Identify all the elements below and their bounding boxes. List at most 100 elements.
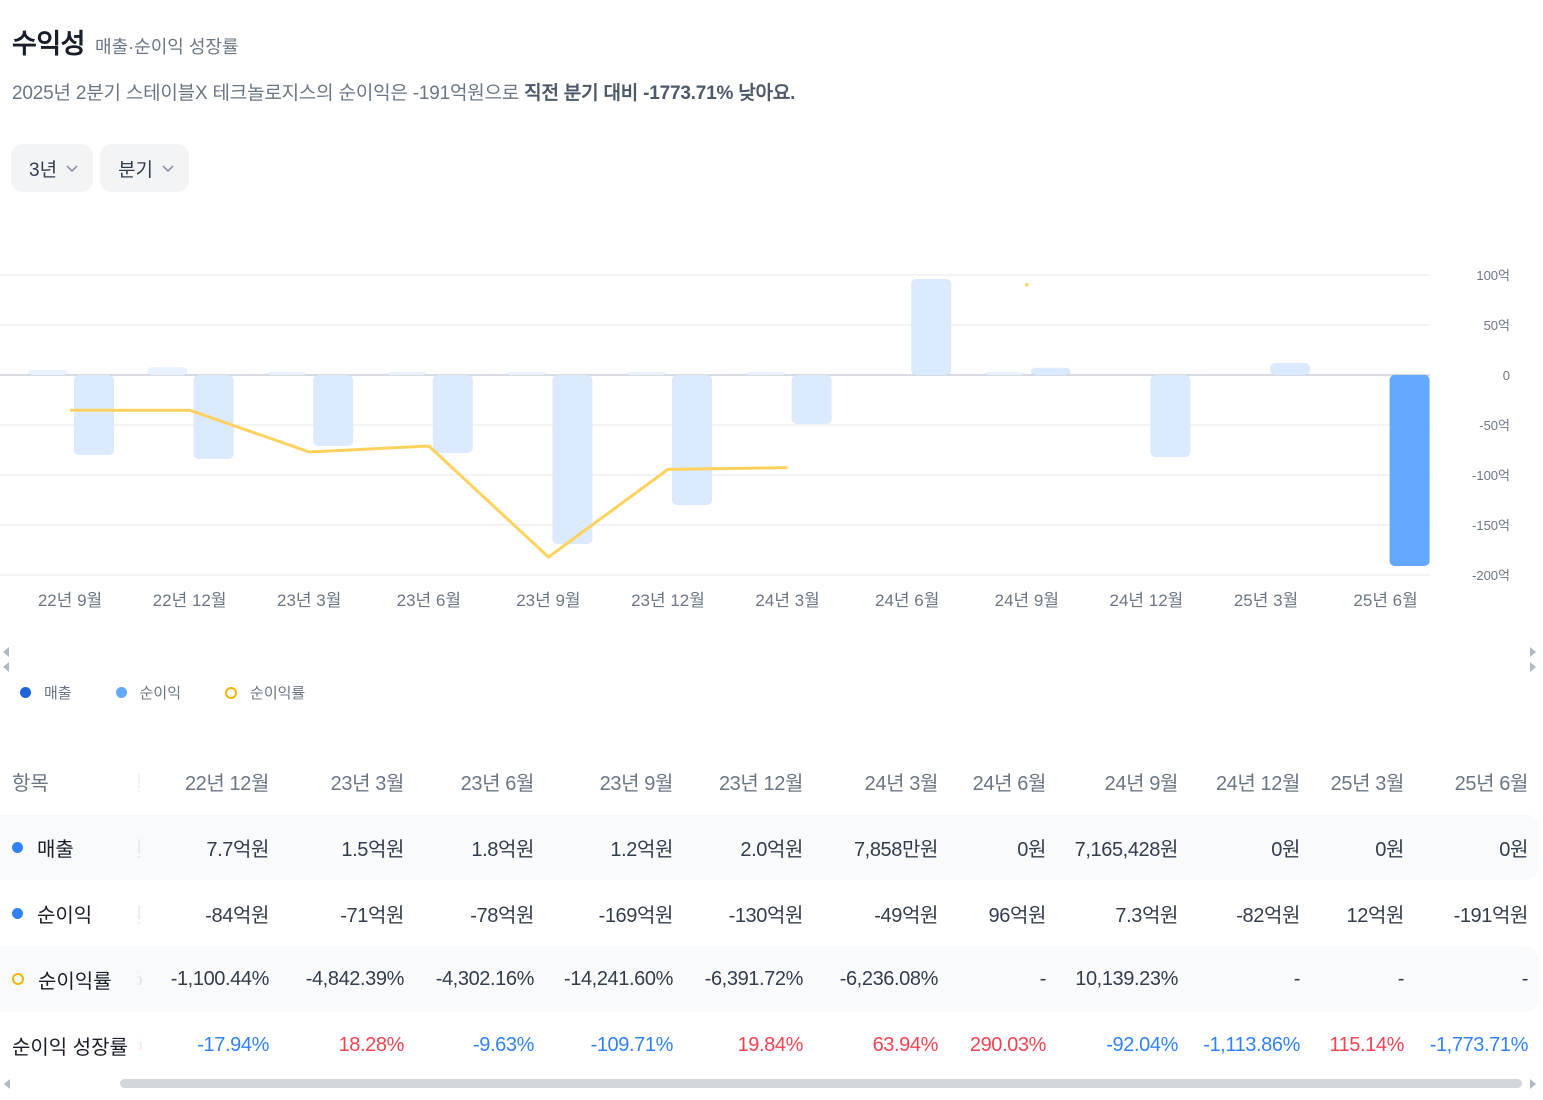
summary-text: 2025년 2분기 스테이블X 테크놀로지스의 순이익은 -191억원으로 직전…: [12, 78, 795, 105]
revenue-bar: [984, 372, 1025, 375]
table-cell: 0원: [1271, 838, 1300, 861]
column-header: 23년 6월: [460, 772, 535, 795]
table-cell: 290.03%: [969, 1033, 1047, 1056]
revenue-bar: [28, 370, 68, 375]
x-tick-label: 22년 12월: [153, 591, 227, 610]
table-cell: 7,858만원: [853, 838, 938, 861]
column-header: 23년 3월: [330, 772, 405, 795]
table-cell: 18.28%: [338, 1033, 405, 1056]
table-cell: 1.5억원: [341, 838, 404, 861]
chevron-down-icon: [66, 165, 78, 173]
column-header: 25년 6월: [1454, 772, 1529, 795]
revenue-bar: [626, 372, 666, 375]
table-cell: -4,302.16%: [435, 967, 535, 990]
row-label: 순이익: [12, 880, 92, 946]
row-label: 순이익률: [12, 946, 112, 1012]
chart-legend: 매출 순이익 순이익률: [20, 682, 305, 703]
y-tick-label: 100억: [1476, 268, 1510, 283]
summary-highlight: 직전 분기 대비 -1773.71% 낮아요.: [524, 83, 796, 104]
net-income-bar: [313, 375, 354, 446]
y-tick-label: 0: [1503, 368, 1510, 383]
x-tick-label: 23년 9월: [516, 591, 580, 610]
table-cell: -14,241.60%: [563, 967, 673, 990]
period-dropdown[interactable]: 3년: [11, 144, 94, 192]
net-income-bar: [1150, 375, 1191, 457]
table-cell: -71억원: [340, 904, 404, 927]
x-tick-label: 23년 12월: [631, 591, 705, 610]
table-row: %-17.94%18.28%-9.63%-109.71%19.84%63.94%…: [0, 1012, 1543, 1078]
table-cell: -6,391.72%: [704, 967, 804, 990]
net-income-bar: [1030, 367, 1071, 375]
net-margin-point: [1025, 282, 1029, 287]
row-marker-icon: [12, 973, 24, 985]
table-row: %-1,100.44%-4,842.39%-4,302.16%-14,241.6…: [0, 946, 1543, 1012]
table-cell: -1,113.86%: [1203, 1033, 1300, 1056]
net-margin-line: [69, 408, 788, 559]
legend-marker-icon: [115, 687, 127, 698]
sticky-column-shade: [0, 946, 166, 1012]
row-marker-icon: [12, 907, 23, 919]
table-cell: 1.2억원: [610, 838, 673, 861]
table-cell: -1,773.71%: [1429, 1033, 1529, 1056]
row-label-text: 순이익 성장률: [12, 1036, 128, 1059]
table-cell: 2.0억원: [740, 838, 803, 861]
legend-item[interactable]: 순이익: [115, 682, 182, 703]
legend-item[interactable]: 순이익률: [225, 682, 305, 703]
table-cell: 0원: [1499, 838, 1528, 861]
x-tick-label: 23년 6월: [397, 591, 461, 610]
y-tick-label: -200억: [1472, 568, 1510, 583]
chart-scroll-right-icon-2[interactable]: [1530, 662, 1536, 672]
table-cell: -191억원: [1453, 904, 1529, 927]
net-income-bar: [552, 375, 593, 544]
column-header: 25년 3월: [1330, 772, 1405, 795]
legend-marker-icon: [20, 687, 31, 698]
revenue-bar: [506, 372, 547, 375]
legend-item[interactable]: 매출: [20, 682, 72, 703]
table-cell: -1,100.44%: [170, 967, 270, 990]
row-label-text: 항목: [12, 772, 49, 795]
column-header: 23년 9월: [599, 772, 674, 795]
table-cell: 7.3억원: [1115, 904, 1178, 927]
y-tick-label: -50억: [1479, 418, 1510, 433]
table-cell: -78억원: [470, 904, 534, 927]
legend-label: 순이익률: [250, 685, 306, 702]
chart-scroll-right-icon[interactable]: [1530, 647, 1536, 657]
chart-scroll-left-icon[interactable]: [3, 647, 9, 657]
net-income-bar: [74, 375, 114, 455]
table-cell: 63.94%: [872, 1033, 939, 1056]
table-cell: -: [1397, 967, 1405, 990]
sticky-column-shade: [0, 748, 166, 814]
column-header: 24년 12월: [1215, 772, 1300, 795]
y-tick-label: 50억: [1484, 318, 1510, 333]
table-cell: -109.71%: [590, 1033, 674, 1056]
table-cell: -82억원: [1236, 904, 1300, 927]
net-income-bar: [1389, 375, 1430, 566]
net-income-bar: [672, 375, 712, 505]
table-cell: -: [1521, 967, 1529, 990]
table-row: 원7.7억원1.5억원1.8억원1.2억원2.0억원7,858만원0원7,165…: [0, 814, 1543, 880]
y-tick-label: -150억: [1472, 518, 1510, 533]
table-cell: -: [1293, 967, 1301, 990]
table-cell: -84억원: [205, 904, 269, 927]
table-cell: 7.7억원: [206, 838, 269, 861]
x-tick-label: 23년 3월: [277, 591, 341, 610]
table-cell: 19.84%: [737, 1033, 804, 1056]
table-scroll-right-icon[interactable]: [1530, 1079, 1536, 1089]
filter-bar: 3년 분기: [11, 144, 190, 192]
section-header: 수익성 매출·순이익 성장률: [12, 22, 239, 61]
x-tick-label: 24년 12월: [1109, 591, 1183, 610]
sticky-column-shade: [0, 814, 166, 880]
table-cell: 12억원: [1346, 904, 1405, 927]
chart-scroll-left-icon-2[interactable]: [3, 662, 9, 672]
row-label: 순이익 성장률: [12, 1012, 128, 1078]
legend-label: 매출: [44, 685, 72, 702]
legend-label: 순이익: [139, 685, 182, 702]
table-scroll-left-icon[interactable]: [4, 1079, 10, 1089]
unit-dropdown-label: 분기: [118, 159, 154, 181]
table-horizontal-scrollbar[interactable]: [120, 1079, 1522, 1088]
table-cell: 0원: [1017, 838, 1046, 861]
unit-dropdown[interactable]: 분기: [100, 144, 190, 192]
row-label-text: 매출: [37, 838, 74, 861]
table-cell: -130억원: [728, 904, 804, 927]
